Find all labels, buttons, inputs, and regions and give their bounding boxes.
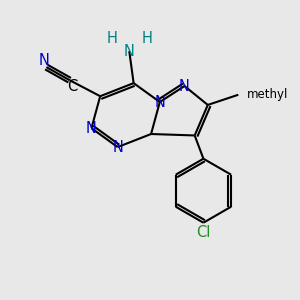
Text: C: C <box>67 79 77 94</box>
Text: H: H <box>106 31 117 46</box>
Text: methyl: methyl <box>247 88 288 101</box>
Text: N: N <box>179 79 190 94</box>
Text: N: N <box>154 94 165 110</box>
Text: H: H <box>141 31 152 46</box>
Text: N: N <box>39 53 50 68</box>
Text: Cl: Cl <box>196 225 211 240</box>
Text: N: N <box>86 121 97 136</box>
Text: N: N <box>124 44 135 59</box>
Text: N: N <box>112 140 123 154</box>
